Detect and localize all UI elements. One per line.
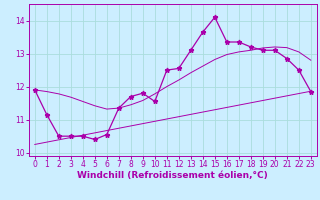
X-axis label: Windchill (Refroidissement éolien,°C): Windchill (Refroidissement éolien,°C) [77,171,268,180]
